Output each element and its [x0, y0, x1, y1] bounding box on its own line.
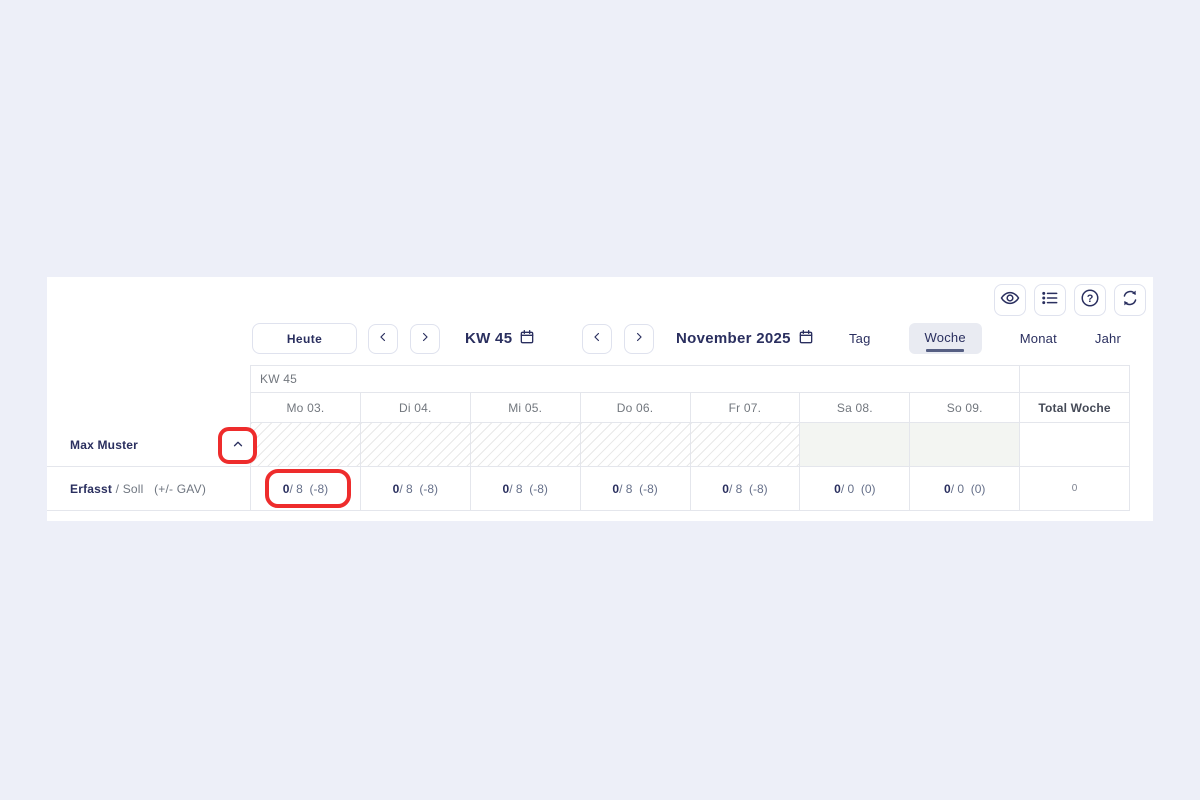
- summary-row: 0/ 8 (-8) 0/ 8 (-8) 0/ 8 (-8) 0/ 8 (-8) …: [251, 467, 1130, 511]
- chevron-right-icon: [632, 330, 646, 349]
- next-month-button[interactable]: [624, 324, 654, 354]
- employee-day-cell-di[interactable]: [360, 423, 471, 467]
- total-week-header: Total Woche: [1020, 393, 1130, 423]
- employee-day-cell-fr[interactable]: [690, 423, 801, 467]
- toolbar: Heute KW 45: [47, 323, 1153, 355]
- day-header-sa: Sa 08.: [800, 393, 911, 423]
- summary-cell-mi[interactable]: 0/ 8 (-8): [470, 467, 581, 511]
- summary-cell-fr[interactable]: 0/ 8 (-8): [690, 467, 801, 511]
- employee-day-cell-mi[interactable]: [470, 423, 581, 467]
- prev-week-button[interactable]: [368, 324, 398, 354]
- month-label: November 2025: [676, 330, 791, 347]
- eye-icon: [1000, 288, 1020, 313]
- day-header-fr: Fr 07.: [690, 393, 801, 423]
- employee-total-cell: [1020, 423, 1130, 467]
- month-picker[interactable]: November 2025: [676, 323, 814, 354]
- view-tabs: Tag Woche Monat Jahr: [849, 323, 1121, 354]
- refresh-icon: [1120, 288, 1140, 313]
- summary-cell-di[interactable]: 0/ 8 (-8): [360, 467, 471, 511]
- refresh-button[interactable]: [1114, 284, 1146, 316]
- today-button[interactable]: Heute: [252, 323, 357, 354]
- help-icon: ?: [1080, 288, 1100, 313]
- chevron-up-icon: [231, 437, 245, 454]
- visibility-button[interactable]: [994, 284, 1026, 316]
- tab-monat[interactable]: Monat: [1019, 331, 1057, 346]
- day-header-do: Do 06.: [580, 393, 691, 423]
- collapse-employee-button[interactable]: [223, 430, 253, 460]
- summary-label: Erfasst / Soll (+/- GAV): [70, 481, 207, 496]
- svg-text:?: ?: [1087, 292, 1094, 304]
- prev-month-button[interactable]: [582, 324, 612, 354]
- calendar-card: ? Heute: [47, 277, 1153, 521]
- employee-day-cell-mo[interactable]: [251, 423, 361, 467]
- day-header-mo: Mo 03.: [251, 393, 361, 423]
- summary-cell-sa[interactable]: 0/ 0 (0): [800, 467, 911, 511]
- chevron-left-icon: [376, 330, 390, 349]
- summary-cell-do[interactable]: 0/ 8 (-8): [580, 467, 691, 511]
- employee-day-cell-so[interactable]: [910, 423, 1021, 467]
- tab-tag[interactable]: Tag: [848, 331, 871, 346]
- summary-cell-so[interactable]: 0/ 0 (0): [910, 467, 1021, 511]
- employee-name: Max Muster: [70, 437, 139, 452]
- week-grid: KW 45 Mo 03. Di 04. Mi 05. Do 06. Fr 07.…: [250, 365, 1130, 511]
- list-icon: [1040, 288, 1060, 313]
- calendar-icon: [519, 329, 535, 349]
- active-tab-underline: [926, 349, 965, 352]
- tab-woche-label: Woche: [924, 330, 966, 345]
- week-label: KW 45: [465, 330, 513, 347]
- help-button[interactable]: ?: [1074, 284, 1106, 316]
- employee-day-cell-do[interactable]: [580, 423, 691, 467]
- header-icon-row: ?: [994, 284, 1146, 316]
- group-header-spacer: [1020, 366, 1130, 393]
- day-header-so: So 09.: [910, 393, 1021, 423]
- summary-label-cell: Erfasst / Soll (+/- GAV): [47, 467, 250, 511]
- day-header-di: Di 04.: [360, 393, 471, 423]
- next-week-button[interactable]: [410, 324, 440, 354]
- employee-label-cell: Max Muster: [47, 423, 253, 467]
- day-header-mi: Mi 05.: [470, 393, 581, 423]
- chevron-left-icon: [590, 330, 604, 349]
- chevron-right-icon: [418, 330, 432, 349]
- week-group-header: KW 45: [251, 366, 1021, 393]
- tab-jahr[interactable]: Jahr: [1094, 331, 1121, 346]
- list-view-button[interactable]: [1034, 284, 1066, 316]
- summary-total-cell: 0: [1020, 467, 1130, 511]
- calendar-icon: [798, 329, 814, 349]
- week-picker[interactable]: KW 45: [465, 323, 535, 354]
- tab-woche[interactable]: Woche: [908, 323, 982, 354]
- employee-day-cell-sa[interactable]: [800, 423, 911, 467]
- employee-row: [251, 423, 1130, 467]
- summary-cell-mo[interactable]: 0/ 8 (-8): [251, 467, 361, 511]
